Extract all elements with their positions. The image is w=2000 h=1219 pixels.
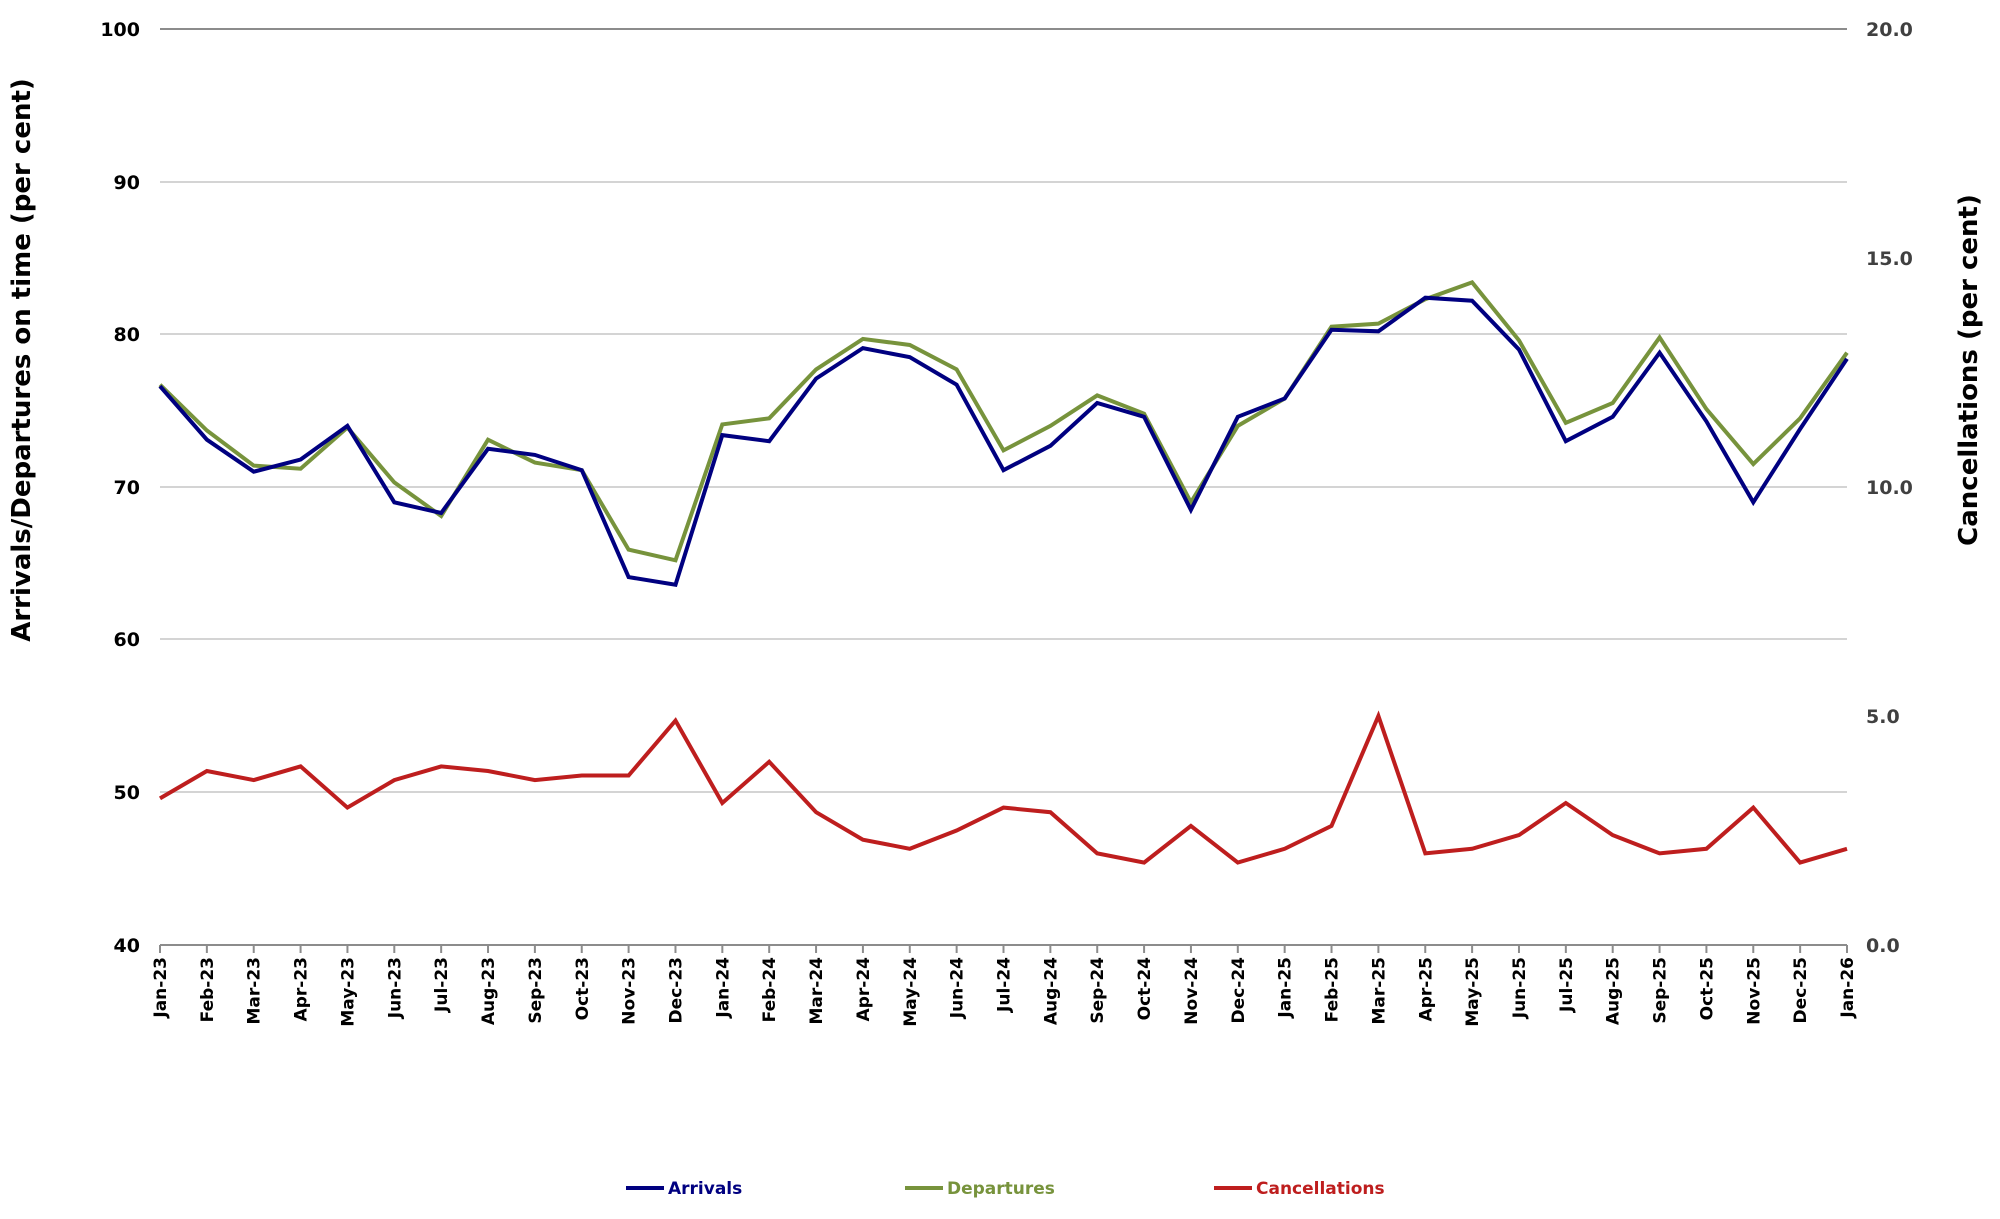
x-tick-label: Mar-23 bbox=[245, 957, 265, 1025]
x-tick-label: Apr-24 bbox=[854, 957, 874, 1022]
x-tick-label: Apr-23 bbox=[292, 957, 312, 1021]
x-tick-label: Aug-25 bbox=[1604, 957, 1624, 1025]
x-tick-label: Mar-24 bbox=[807, 957, 827, 1025]
arrivals-line bbox=[158, 295, 1849, 587]
x-tick-label: Nov-25 bbox=[1744, 957, 1764, 1025]
x-tick-label: Jun-25 bbox=[1510, 957, 1530, 1019]
x-axis-labels: Jan-23 Feb-23 Mar-23 Apr-23 May-23 Jun-23 Jul-… bbox=[151, 957, 1858, 1027]
right-axis-title: Cancellations (per cent) bbox=[1954, 194, 1984, 546]
left-tick-label: 40 bbox=[114, 935, 140, 957]
departures-line bbox=[158, 280, 1849, 563]
x-tick-label: Feb-24 bbox=[760, 957, 780, 1023]
left-tick-label: 70 bbox=[114, 477, 140, 499]
x-tick-label: Aug-23 bbox=[479, 957, 499, 1025]
legend-label-departures: Departures bbox=[947, 1179, 1055, 1199]
x-tick-label: Jun-24 bbox=[948, 957, 968, 1019]
x-tick-label: Apr-25 bbox=[1416, 957, 1436, 1021]
right-axis-ticks: 20.0 15.0 10.0 5.0 0.0 bbox=[1866, 19, 1913, 957]
left-tick-label: 60 bbox=[114, 629, 140, 651]
legend-label-arrivals: Arrivals bbox=[668, 1179, 742, 1199]
left-axis-ticks: 100 90 80 70 60 50 40 bbox=[100, 19, 140, 957]
x-tick-label: Jul-25 bbox=[1557, 957, 1577, 1013]
x-tick-label: Nov-23 bbox=[620, 957, 640, 1025]
plot-series bbox=[158, 280, 1849, 865]
legend: Arrivals Departures Cancellations bbox=[626, 1179, 1385, 1199]
x-tick-label: Mar-25 bbox=[1369, 957, 1389, 1025]
cancellations-line bbox=[158, 710, 1848, 865]
x-tick-label: Sep-23 bbox=[526, 957, 546, 1024]
x-tick-label: Jan-24 bbox=[713, 957, 733, 1019]
x-tick-label: May-23 bbox=[338, 957, 358, 1027]
right-tick-label: 10.0 bbox=[1866, 477, 1913, 499]
gridlines bbox=[160, 28, 1847, 793]
x-tick-label: Oct-24 bbox=[1135, 957, 1155, 1021]
x-tick-label: Oct-23 bbox=[573, 957, 593, 1020]
x-tick-label: Feb-23 bbox=[198, 957, 218, 1022]
x-tick-label: Dec-23 bbox=[666, 957, 686, 1023]
right-tick-label: 0.0 bbox=[1866, 935, 1900, 957]
left-tick-label: 80 bbox=[114, 324, 140, 346]
left-tick-label: 50 bbox=[114, 782, 140, 804]
x-tick-label: Jul-23 bbox=[432, 957, 452, 1013]
x-tick-label: Jul-24 bbox=[995, 957, 1015, 1013]
legend-label-cancellations: Cancellations bbox=[1256, 1179, 1385, 1199]
x-tick-label: Nov-24 bbox=[1182, 957, 1202, 1025]
x-tick-label: Feb-25 bbox=[1323, 957, 1343, 1022]
x-tick-label: Jan-26 bbox=[1838, 957, 1858, 1019]
right-tick-label: 20.0 bbox=[1866, 19, 1913, 41]
left-tick-label: 90 bbox=[114, 172, 140, 194]
x-tick-label: Dec-25 bbox=[1791, 957, 1811, 1023]
x-tick-label: May-25 bbox=[1463, 957, 1483, 1027]
left-axis-title: Arrivals/Departures on time (per cent) bbox=[7, 78, 37, 642]
x-tick-label: May-24 bbox=[901, 957, 921, 1027]
legend-item-cancellations[interactable]: Cancellations bbox=[1214, 1179, 1385, 1199]
legend-item-arrivals[interactable]: Arrivals bbox=[626, 1179, 742, 1199]
x-tick-label: Jun-23 bbox=[385, 957, 405, 1019]
x-tick-label: Sep-24 bbox=[1088, 957, 1108, 1024]
x-tick-label: Aug-24 bbox=[1041, 957, 1061, 1025]
legend-item-departures[interactable]: Departures bbox=[905, 1179, 1055, 1199]
x-tick-label: Jan-23 bbox=[151, 957, 171, 1019]
x-tick-label: Sep-25 bbox=[1651, 957, 1671, 1024]
right-tick-label: 5.0 bbox=[1866, 706, 1900, 728]
x-axis-ticks bbox=[159, 945, 1848, 953]
x-tick-label: Dec-24 bbox=[1229, 957, 1249, 1024]
x-tick-label: Oct-25 bbox=[1697, 957, 1717, 1020]
left-tick-label: 100 bbox=[100, 19, 140, 41]
x-tick-label: Jan-25 bbox=[1276, 957, 1296, 1019]
right-tick-label: 15.0 bbox=[1866, 248, 1913, 270]
